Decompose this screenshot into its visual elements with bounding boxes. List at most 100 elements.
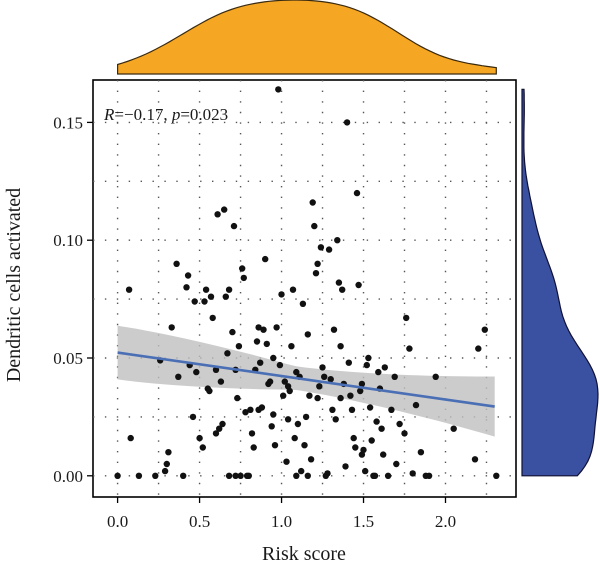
data-point <box>114 472 121 479</box>
risk-score-density-curve <box>117 0 497 75</box>
data-point <box>273 324 280 331</box>
data-point <box>271 442 279 449</box>
data-point <box>307 456 315 463</box>
data-point <box>475 345 482 352</box>
data-point <box>199 444 206 451</box>
data-point <box>216 425 223 432</box>
data-point <box>214 211 221 218</box>
r-label: R <box>103 105 115 124</box>
data-point <box>262 255 269 263</box>
x-tick-label: 0.5 <box>189 512 210 531</box>
data-point <box>373 418 380 425</box>
data-point <box>327 376 334 383</box>
data-point <box>319 364 326 371</box>
regression-line <box>117 351 495 408</box>
x-tick-label: 1.5 <box>353 512 374 531</box>
data-point <box>224 350 231 357</box>
data-point <box>360 446 367 454</box>
data-point <box>125 286 133 293</box>
data-point <box>235 343 243 350</box>
data-point <box>425 472 433 479</box>
data-point <box>247 406 254 413</box>
data-point <box>329 406 336 413</box>
data-point <box>232 472 239 479</box>
data-point <box>209 314 216 322</box>
data-point <box>255 406 262 413</box>
data-point <box>229 328 236 336</box>
data-point <box>248 430 256 437</box>
data-point <box>234 394 241 402</box>
data-point <box>180 472 187 479</box>
data-point <box>165 449 172 456</box>
y-tick-label: 0.00 <box>53 467 83 486</box>
data-point <box>304 472 311 479</box>
x-axis-title: Risk score <box>262 543 346 565</box>
data-point <box>293 368 300 376</box>
data-point <box>380 451 387 458</box>
data-point <box>353 189 361 197</box>
data-point <box>368 437 375 444</box>
data-point <box>268 423 275 430</box>
data-point <box>362 467 369 475</box>
data-point <box>358 380 366 388</box>
data-point <box>239 265 246 272</box>
data-point <box>191 298 198 305</box>
data-point <box>270 354 277 362</box>
data-point <box>206 387 213 395</box>
x-axis: 0.0 0.5 1.0 1.5 2.0 <box>107 497 456 531</box>
data-point <box>286 387 293 395</box>
data-point <box>189 413 197 421</box>
r-value: =−0.17, <box>114 105 171 124</box>
data-point <box>388 406 395 413</box>
data-point <box>266 378 274 385</box>
dendritic-cells-density-curve <box>521 88 599 477</box>
data-point <box>384 472 392 479</box>
data-point <box>365 354 372 362</box>
data-point <box>311 222 318 230</box>
data-point <box>257 359 264 366</box>
data-point <box>335 279 343 286</box>
y-tick-label: 0.05 <box>53 349 83 368</box>
data-point <box>391 373 398 380</box>
data-point <box>207 293 215 300</box>
data-point <box>275 86 282 93</box>
data-point <box>342 463 349 470</box>
data-point <box>324 470 331 477</box>
data-point <box>306 392 313 399</box>
data-point <box>409 470 416 477</box>
x-tick-label: 0.0 <box>107 512 128 531</box>
data-point <box>371 472 379 479</box>
data-point <box>471 456 479 463</box>
data-point <box>240 274 247 282</box>
p-label: p <box>171 105 181 124</box>
data-point <box>230 222 238 230</box>
x-tick-label: 2.0 <box>435 512 456 531</box>
right-marginal-density <box>521 88 599 477</box>
data-point <box>481 326 488 333</box>
data-point <box>381 364 388 371</box>
data-point <box>347 392 354 399</box>
data-point <box>242 409 249 416</box>
data-point <box>350 434 357 442</box>
data-point <box>301 442 308 449</box>
y-tick-label: 0.10 <box>53 231 83 250</box>
data-point <box>298 467 305 475</box>
data-point <box>222 293 229 300</box>
data-point <box>294 420 302 428</box>
data-point <box>316 383 323 390</box>
data-point <box>330 326 338 333</box>
data-point <box>225 286 233 293</box>
data-point <box>175 373 182 380</box>
data-point <box>225 472 233 479</box>
data-point <box>283 458 290 465</box>
data-point <box>278 291 285 298</box>
data-point <box>161 467 169 475</box>
data-point <box>406 345 413 352</box>
data-point <box>280 392 287 399</box>
correlation-annotation: R=−0.17, p=0.023 <box>103 105 228 124</box>
data-point <box>302 413 310 421</box>
data-point <box>196 434 203 442</box>
data-point <box>309 199 316 206</box>
data-point <box>412 401 420 409</box>
